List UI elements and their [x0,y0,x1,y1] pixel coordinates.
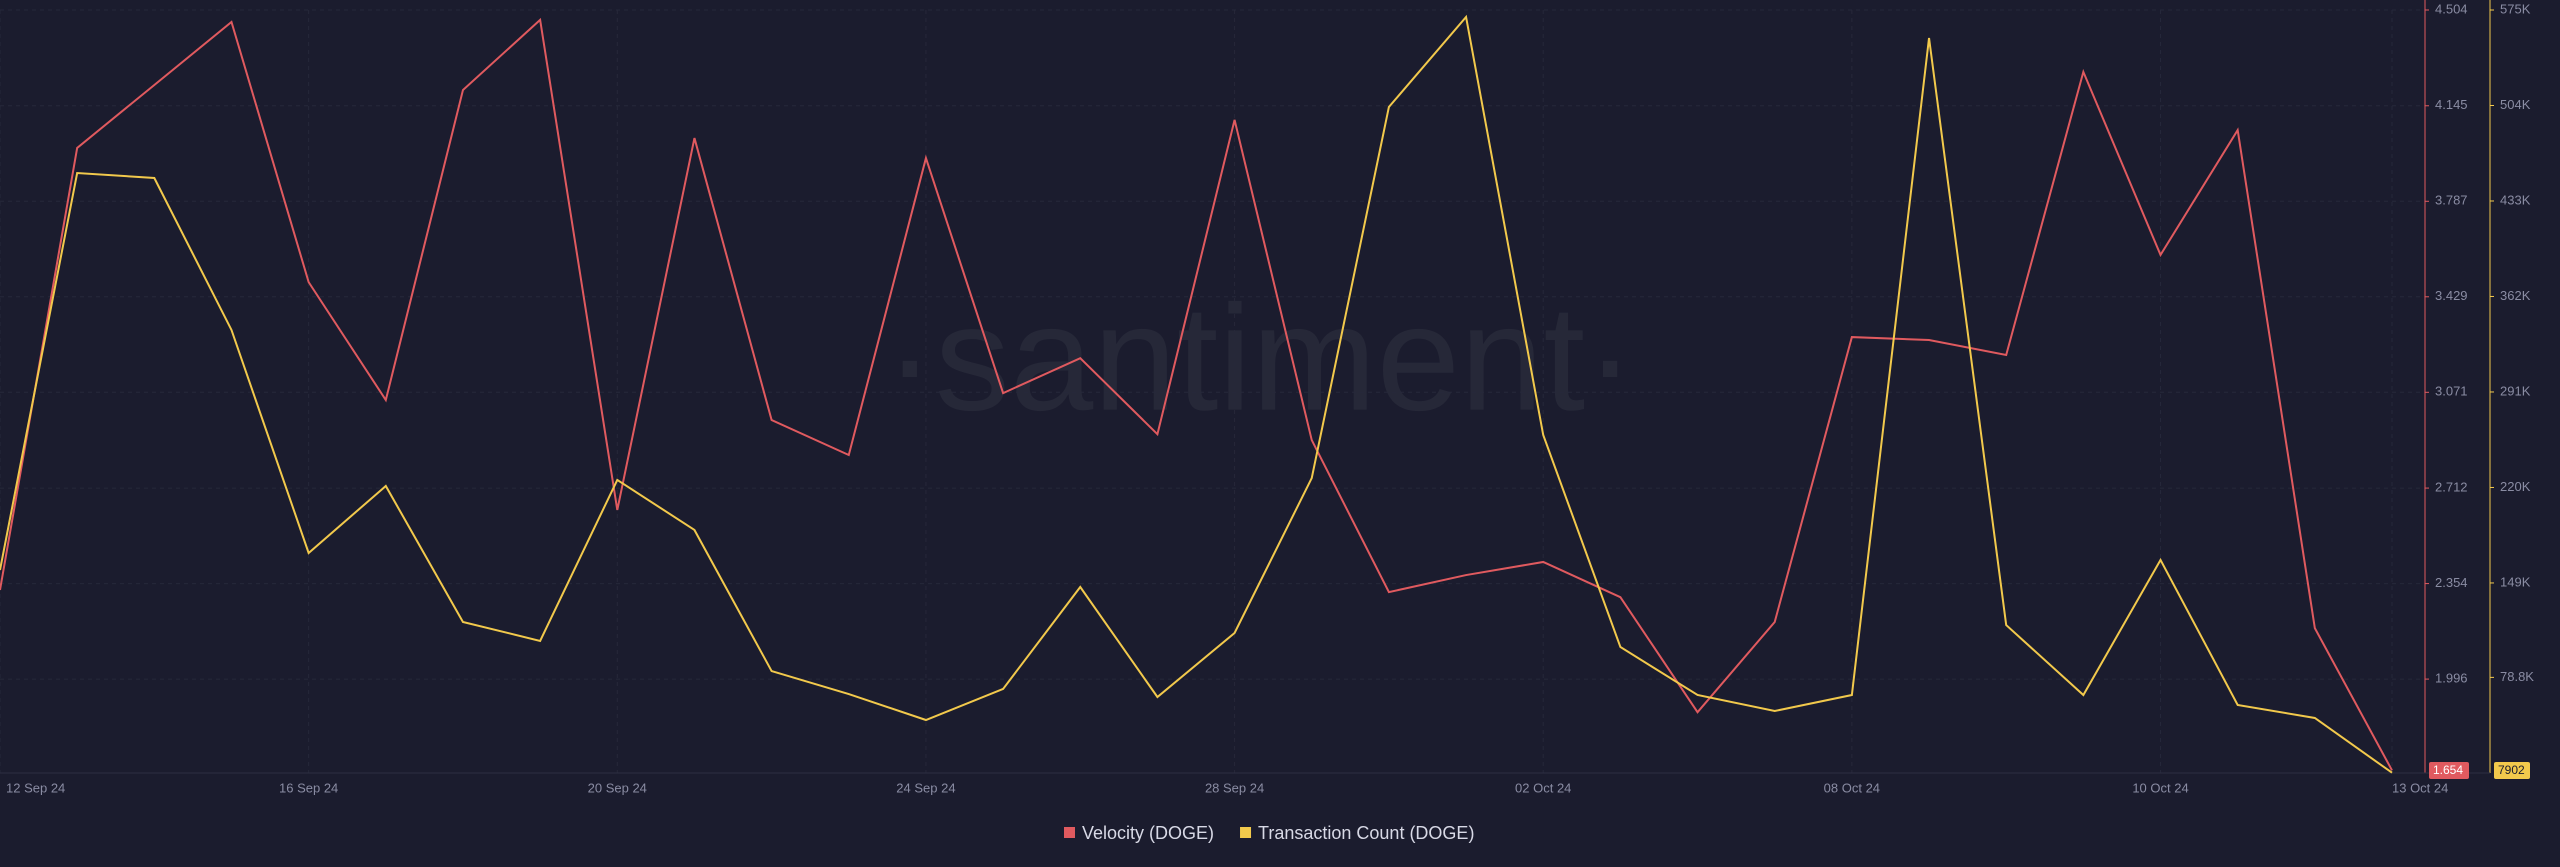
x-tick-label: 13 Oct 24 [2392,780,2448,795]
y2-tick-label: 149K [2500,574,2531,589]
legend-swatch [1240,827,1252,838]
last-value-label: 7902 [2498,763,2525,777]
x-tick-label: 28 Sep 24 [1205,780,1264,795]
last-value-label: 1.654 [2433,763,2463,777]
series-line [0,14,2393,774]
x-tick-label: 16 Sep 24 [279,780,338,795]
y2-tick-label: 504K [2500,97,2531,112]
last-value-badge [2429,762,2469,779]
y-tick-label: 2.354 [2435,575,2468,590]
legend-label: Transaction Count (DOGE) [1258,823,1474,843]
y2-tick-label: 362K [2500,288,2531,303]
y-tick-label: 2.712 [2435,480,2468,495]
y-tick-label: 4.504 [2435,1,2468,16]
x-tick-label: 12 Sep 24 [6,780,65,795]
x-tick-label: 24 Sep 24 [896,780,955,795]
y2-tick-label: 78.8K [2500,669,2534,684]
x-tick-label: 02 Oct 24 [1515,780,1571,795]
legend-swatch [1064,827,1075,838]
y-tick-label: 3.787 [2435,193,2468,208]
y-tick-label: 3.429 [2435,288,2468,303]
last-value-badge [2494,762,2530,779]
y-tick-label: 4.145 [2435,97,2468,112]
x-tick-label: 10 Oct 24 [2132,780,2188,795]
y-tick-label: 3.071 [2435,384,2468,399]
y2-tick-label: 575K [2500,1,2531,16]
x-tick-label: 20 Sep 24 [588,780,647,795]
legend-label: Velocity (DOGE) [1082,823,1214,843]
series-line [0,17,2393,771]
y2-tick-label: 291K [2500,383,2531,398]
y2-tick-label: 433K [2500,192,2531,207]
y-tick-label: 1.996 [2435,671,2468,686]
y2-tick-label: 220K [2500,479,2531,494]
x-tick-label: 08 Oct 24 [1824,780,1880,795]
watermark: ·santiment· [885,274,1635,442]
